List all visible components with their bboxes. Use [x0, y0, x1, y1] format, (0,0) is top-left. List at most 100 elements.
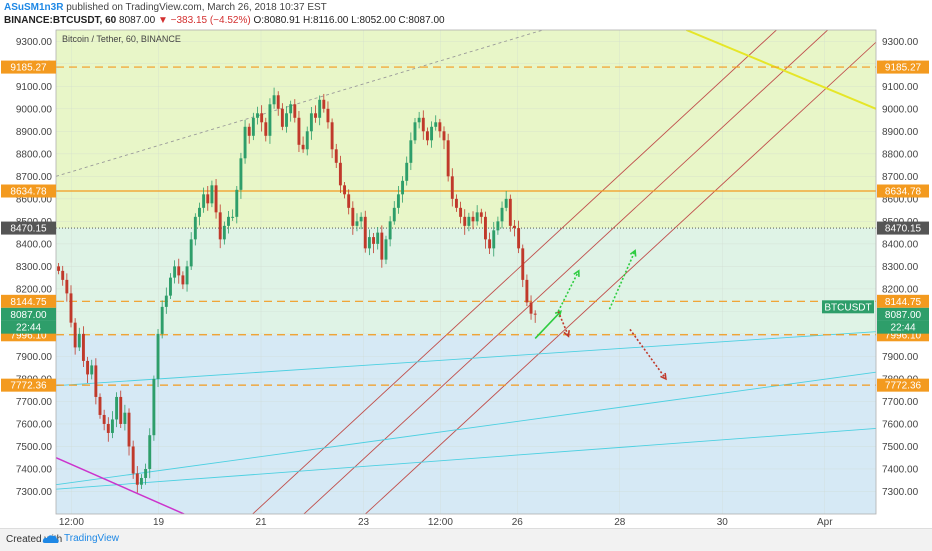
- candle: [177, 258, 181, 284]
- created-with-text: Created with: [6, 534, 63, 545]
- candle: [247, 123, 251, 144]
- candle-body: [442, 131, 446, 141]
- price-tag-box: [877, 307, 929, 321]
- candle-body: [243, 126, 247, 159]
- candle: [144, 463, 148, 485]
- candle-body: [500, 207, 504, 222]
- candle: [533, 310, 537, 323]
- candle-body: [160, 306, 164, 334]
- price-tag-text: 8087.00: [10, 310, 47, 321]
- symbol-name: BINANCE:BTCUSDT, 60: [4, 15, 117, 26]
- y-tick-label-left: 7900.00: [16, 352, 53, 363]
- candle: [115, 392, 119, 428]
- published-text: published on TradingView.com, March 26, …: [66, 2, 327, 13]
- plot-frame: [55, 29, 877, 515]
- candle-body: [77, 333, 81, 348]
- arrow-0: [534, 310, 562, 339]
- price-level-tag-box: [1, 184, 56, 198]
- candle-body: [434, 122, 438, 127]
- candle-body: [251, 117, 255, 136]
- y-tick-label-right: 9300.00: [882, 37, 919, 48]
- arrow-head-2: [629, 249, 637, 257]
- candle-body: [409, 140, 413, 163]
- candle: [140, 474, 143, 490]
- candle-body: [57, 266, 61, 271]
- candle: [110, 411, 114, 439]
- candle-body: [231, 216, 235, 218]
- candle: [343, 181, 346, 199]
- candle: [425, 127, 429, 146]
- candle: [123, 404, 127, 431]
- candle-body: [347, 194, 351, 208]
- y-tick-label-right: 8300.00: [882, 262, 919, 273]
- price-level-tag-right: 8634.78: [877, 184, 929, 198]
- grid: [56, 30, 876, 514]
- candle: [293, 99, 297, 123]
- price-level-tag-text: 9185.27: [885, 63, 922, 74]
- candle-body: [492, 230, 496, 249]
- candle: [102, 409, 106, 431]
- candle: [508, 194, 512, 232]
- candle: [430, 121, 434, 148]
- price-tag-left: 22:44: [1, 320, 56, 334]
- arrow-head-4: [660, 372, 667, 381]
- candle: [251, 112, 255, 141]
- y-tick-label-left: 8200.00: [16, 284, 53, 295]
- candle: [446, 133, 450, 182]
- forecast-arrows: [534, 249, 667, 381]
- x-tick-label: 30: [717, 517, 729, 528]
- candle: [326, 101, 330, 129]
- candle-body: [484, 216, 487, 240]
- y-tick-label-left: 7700.00: [16, 397, 53, 408]
- candle: [380, 225, 384, 268]
- price-tag-box: [1, 307, 56, 321]
- x-tick-label: 12:00: [428, 517, 453, 528]
- candle-body: [450, 176, 454, 199]
- candle: [243, 119, 247, 164]
- candle: [218, 204, 222, 249]
- y-tick-label-right: 8200.00: [882, 284, 919, 295]
- candle-body: [202, 194, 206, 208]
- candle: [285, 106, 288, 133]
- channel-line-low: [364, 41, 876, 514]
- candle: [239, 152, 243, 199]
- candle-body: [285, 113, 288, 127]
- candle-body: [144, 468, 148, 478]
- price-chart[interactable]: Bitcoin / Tether, 60, BINANCE 7300.00 7300…: [0, 0, 932, 528]
- candle-body: [115, 396, 119, 420]
- candle: [517, 220, 521, 254]
- price-level-tag-text: 8470.15: [885, 224, 922, 235]
- candle: [504, 190, 508, 212]
- tradingview-link[interactable]: TradingView: [42, 533, 119, 544]
- candle: [210, 180, 214, 208]
- channel-line-top: [252, 30, 778, 514]
- arrow-head-1: [573, 269, 580, 277]
- magenta-line: [56, 457, 185, 514]
- candle-body: [289, 104, 293, 114]
- support-line-1: [56, 331, 876, 387]
- candle-body: [355, 221, 359, 226]
- candle: [119, 390, 123, 429]
- candle-body: [513, 225, 516, 229]
- author-link[interactable]: ASuSM1n3R: [4, 2, 64, 13]
- candle: [401, 176, 405, 203]
- candle: [492, 222, 496, 257]
- candle: [454, 194, 458, 212]
- candle: [384, 235, 388, 265]
- candle-body: [81, 333, 85, 361]
- candle: [322, 93, 326, 113]
- price-tag-text: 22:44: [890, 323, 915, 334]
- candle-body: [210, 185, 214, 204]
- candle: [463, 209, 467, 235]
- candle-body: [363, 216, 367, 249]
- support-line-3: [56, 428, 876, 490]
- candle: [330, 118, 334, 159]
- candle-body: [454, 198, 458, 208]
- candle-body: [318, 99, 322, 118]
- candle: [135, 466, 139, 493]
- price-level-tag-text: 7772.36: [885, 381, 922, 392]
- candle-body: [293, 104, 297, 118]
- candle-body: [421, 117, 425, 132]
- x-tick-label: 28: [614, 517, 626, 528]
- candle: [235, 186, 239, 224]
